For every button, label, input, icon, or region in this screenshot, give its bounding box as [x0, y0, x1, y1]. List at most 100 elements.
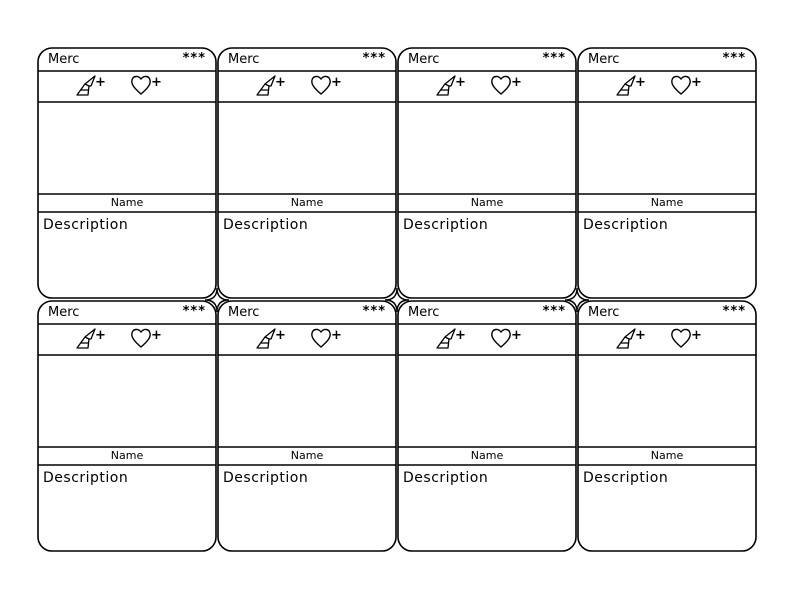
card-name: Name — [650, 196, 684, 209]
card-frame — [217, 47, 397, 299]
heart-icon — [131, 75, 151, 95]
health-suffix: + — [151, 328, 162, 343]
blade-icon — [76, 328, 96, 349]
card-rank: *** — [722, 304, 746, 319]
card-frame — [397, 47, 577, 299]
merc-card[interactable]: Merc *** + + Name Description — [217, 300, 397, 552]
card-header: Merc *** — [48, 304, 206, 321]
card-rank: *** — [362, 51, 386, 66]
corner-joint-icon — [385, 288, 409, 312]
health-suffix: + — [511, 328, 522, 343]
attack-suffix: + — [455, 328, 466, 343]
merc-card[interactable]: Merc *** + + Name Description — [397, 47, 577, 299]
blade-icon — [76, 75, 96, 96]
card-frame — [577, 300, 757, 552]
card-header: Merc *** — [588, 51, 746, 68]
card-name: Name — [110, 196, 144, 209]
card-description: Description — [43, 217, 129, 233]
card-name: Name — [470, 196, 504, 209]
card-stats: + + — [75, 73, 185, 97]
card-type: Merc — [48, 305, 80, 320]
merc-card[interactable]: Merc *** + + Name Description — [37, 300, 217, 552]
card-description: Description — [403, 217, 489, 233]
card-name: Name — [650, 449, 684, 462]
heart-icon — [491, 328, 511, 348]
merc-card[interactable]: Merc *** + + Name Description — [217, 47, 397, 299]
attack-suffix: + — [95, 328, 106, 343]
card-type: Merc — [48, 52, 80, 67]
merc-card[interactable]: Merc *** + + Name Description — [37, 47, 217, 299]
card-rank: *** — [542, 51, 566, 66]
attack-suffix: + — [95, 75, 106, 90]
card-name: Name — [290, 449, 324, 462]
card-frame — [37, 47, 217, 299]
card-rank: *** — [182, 51, 206, 66]
card-stats: + + — [75, 326, 185, 350]
merc-card[interactable]: Merc *** + + Name Description — [397, 300, 577, 552]
card-description: Description — [223, 470, 309, 486]
health-suffix: + — [151, 75, 162, 90]
heart-icon — [671, 328, 691, 348]
health-suffix: + — [331, 75, 342, 90]
blade-icon — [616, 75, 636, 96]
card-description: Description — [43, 470, 129, 486]
card-type: Merc — [588, 52, 620, 67]
blade-icon — [436, 328, 456, 349]
attack-suffix: + — [635, 75, 646, 90]
attack-suffix: + — [455, 75, 466, 90]
card-name: Name — [110, 449, 144, 462]
card-description: Description — [223, 217, 309, 233]
card-type: Merc — [588, 305, 620, 320]
health-suffix: + — [511, 75, 522, 90]
card-type: Merc — [408, 305, 440, 320]
card-header: Merc *** — [228, 304, 386, 321]
card-rank: *** — [542, 304, 566, 319]
card-rank: *** — [182, 304, 206, 319]
card-header: Merc *** — [408, 304, 566, 321]
card-header: Merc *** — [408, 51, 566, 68]
heart-icon — [311, 75, 331, 95]
card-name: Name — [290, 196, 324, 209]
card-frame — [217, 300, 397, 552]
card-rank: *** — [362, 304, 386, 319]
card-description: Description — [403, 470, 489, 486]
card-rank: *** — [722, 51, 746, 66]
heart-icon — [491, 75, 511, 95]
card-description: Description — [583, 217, 669, 233]
card-stats: + + — [615, 326, 725, 350]
card-stats: + + — [615, 73, 725, 97]
health-suffix: + — [691, 75, 702, 90]
heart-icon — [131, 328, 151, 348]
card-header: Merc *** — [48, 51, 206, 68]
card-description: Description — [583, 470, 669, 486]
blade-icon — [256, 75, 276, 96]
card-type: Merc — [228, 52, 260, 67]
corner-joint-icon — [205, 288, 229, 312]
heart-icon — [311, 328, 331, 348]
card-header: Merc *** — [588, 304, 746, 321]
card-type: Merc — [228, 305, 260, 320]
merc-card[interactable]: Merc *** + + Name Description — [577, 300, 757, 552]
health-suffix: + — [691, 328, 702, 343]
merc-card[interactable]: Merc *** + + Name Description — [577, 47, 757, 299]
blade-icon — [436, 75, 456, 96]
corner-joint-icon — [565, 288, 589, 312]
heart-icon — [671, 75, 691, 95]
attack-suffix: + — [275, 328, 286, 343]
blade-icon — [256, 328, 276, 349]
health-suffix: + — [331, 328, 342, 343]
card-stats: + + — [435, 326, 545, 350]
blade-icon — [616, 328, 636, 349]
card-type: Merc — [408, 52, 440, 67]
card-frame — [577, 47, 757, 299]
card-stats: + + — [255, 73, 365, 97]
card-header: Merc *** — [228, 51, 386, 68]
card-stats: + + — [435, 73, 545, 97]
card-stats: + + — [255, 326, 365, 350]
card-frame — [37, 300, 217, 552]
attack-suffix: + — [635, 328, 646, 343]
card-frame — [397, 300, 577, 552]
card-name: Name — [470, 449, 504, 462]
attack-suffix: + — [275, 75, 286, 90]
